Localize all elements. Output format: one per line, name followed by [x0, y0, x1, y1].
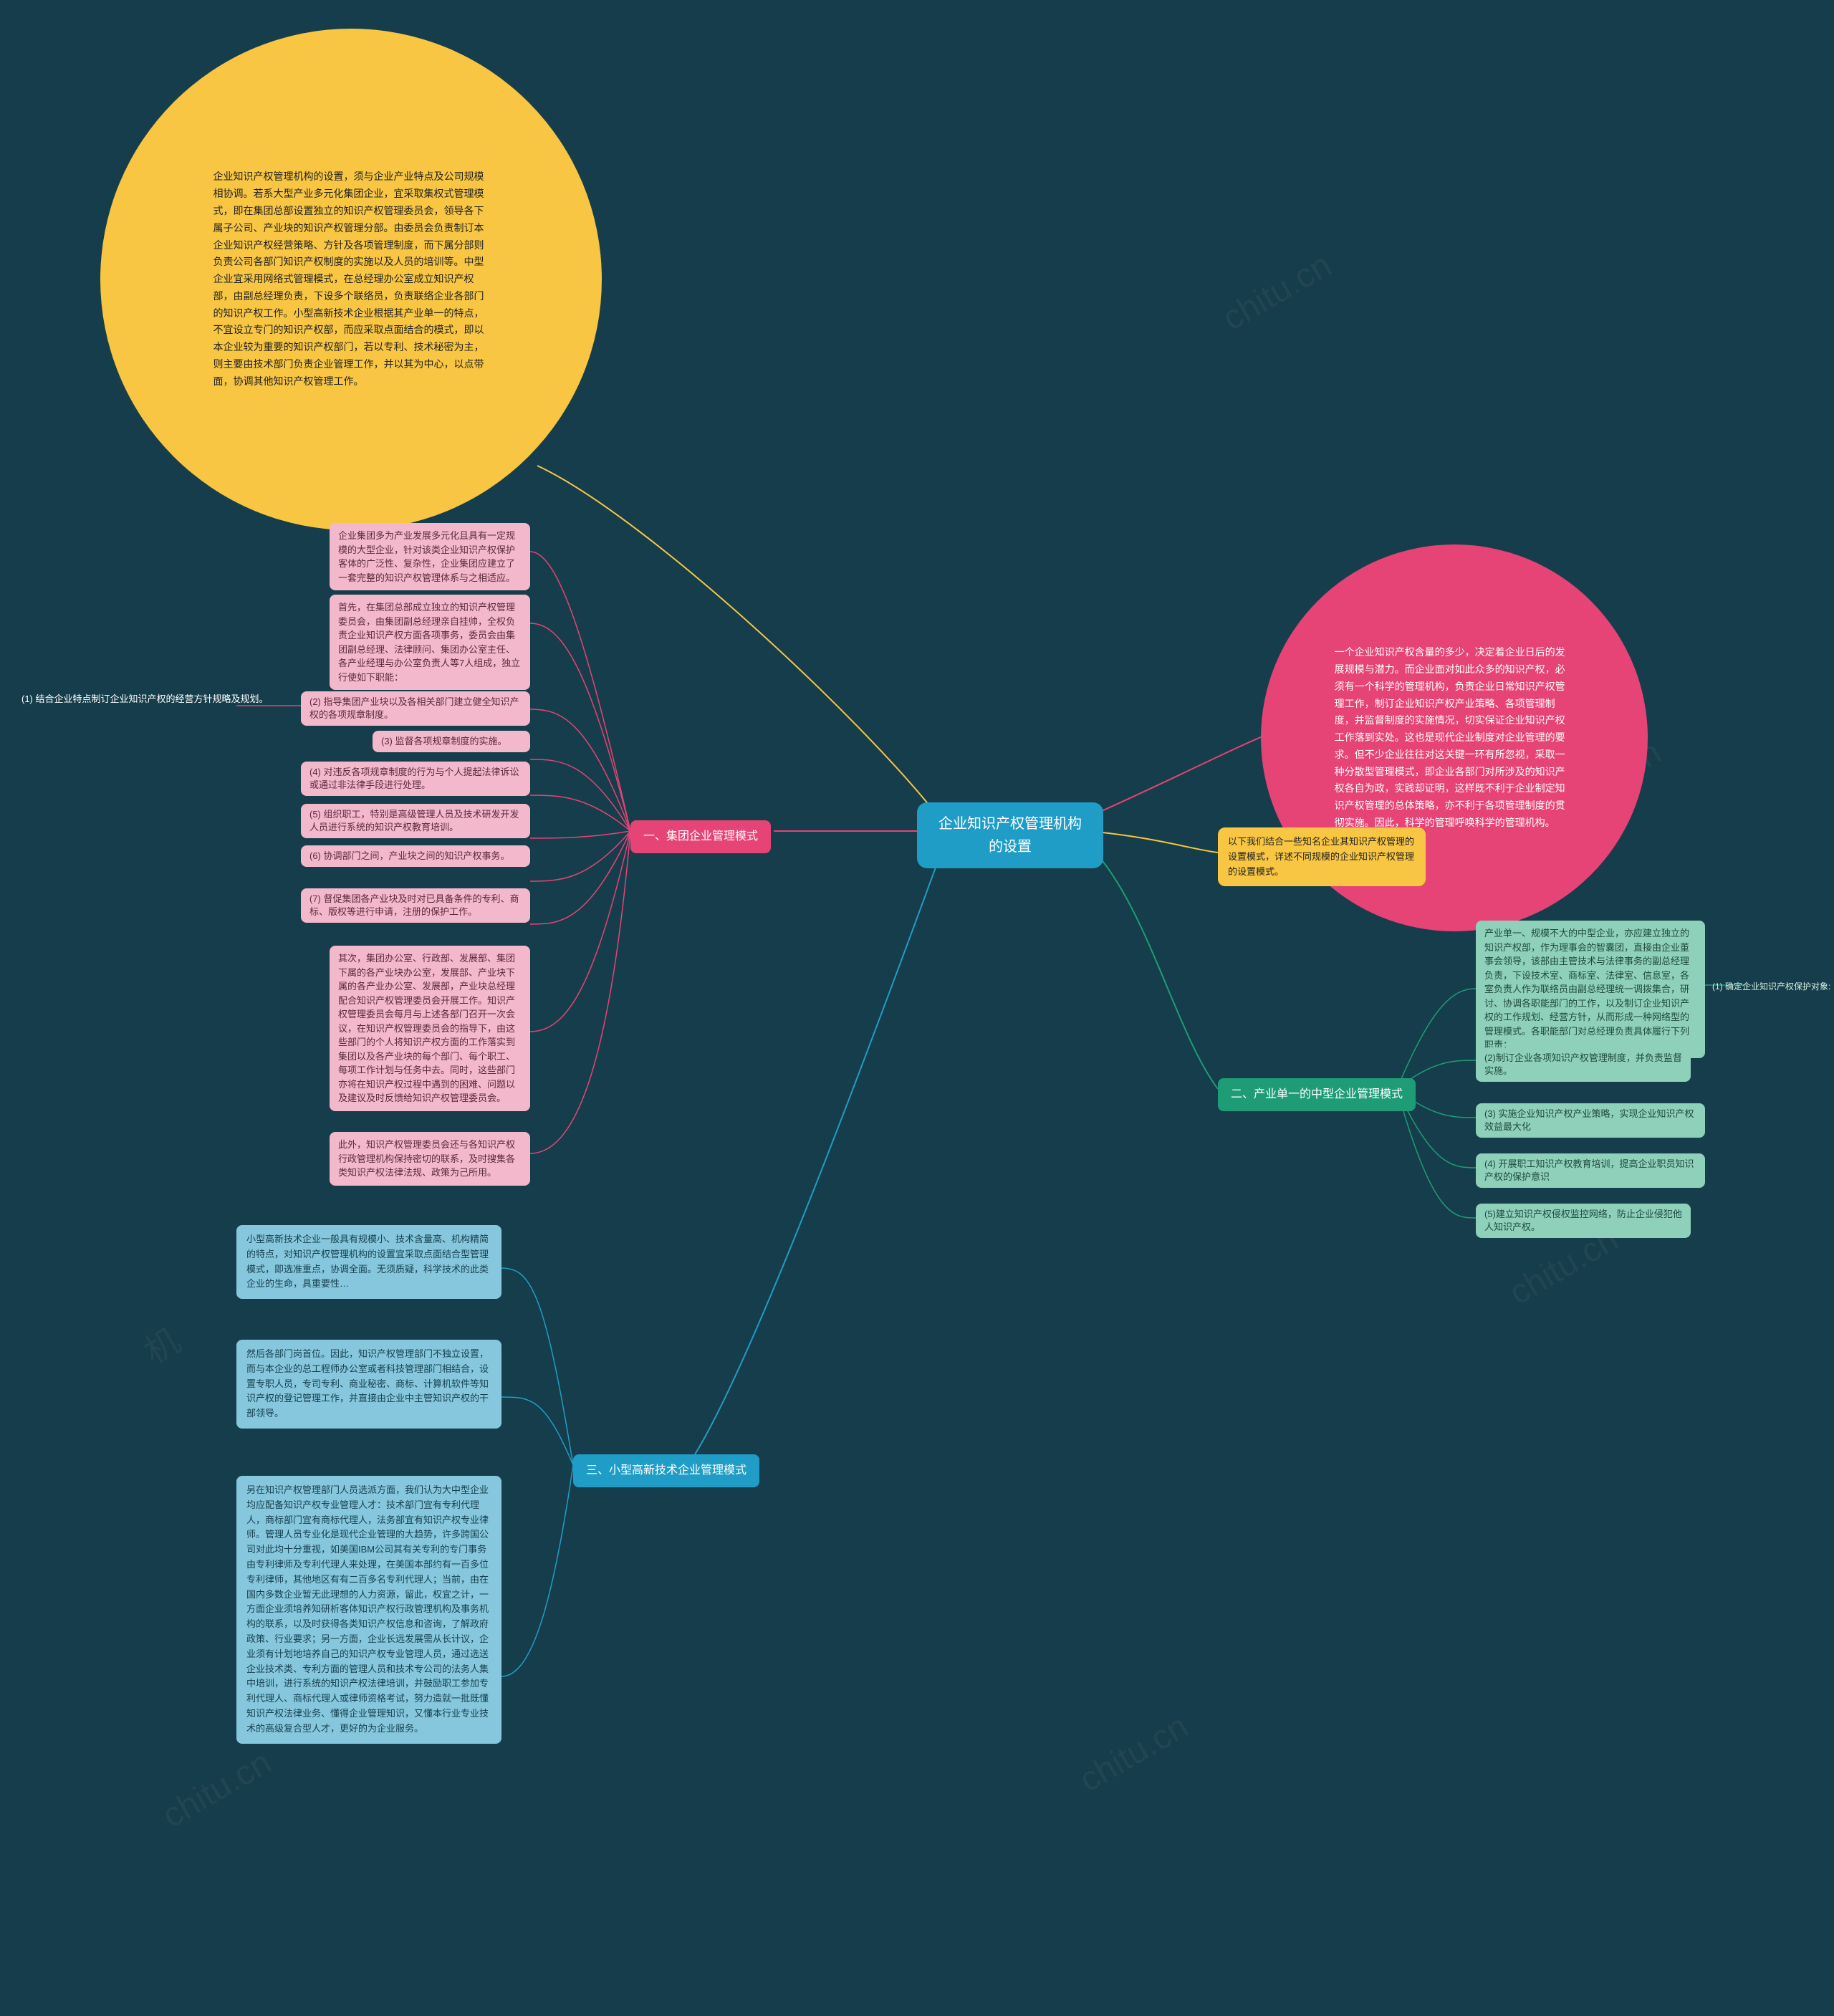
- b1-second: 其次，集团办公室、行政部、发展部、集团下属的各产业块办公室，发展部、产业块下属的…: [330, 946, 530, 1111]
- b1-item6: (7) 督促集团各产业块及时对已具备条件的专利、商标、版权等进行申请，注册的保护…: [301, 888, 530, 923]
- branch1-label[interactable]: 一、集团企业管理模式: [630, 820, 771, 853]
- b1-item5: (6) 协调部门之间，产业块之间的知识产权事务。: [301, 845, 530, 867]
- b2-item1: (3) 实施企业知识产权产业策略，实现企业知识产权效益最大化: [1476, 1103, 1705, 1138]
- overview-circle: 企业知识产权管理机构的设置，须与企业产业特点及公司规模相协调。若系大型产业多元化…: [100, 29, 602, 530]
- b1-item4: (5) 组织职工，特别是高级管理人员及技术研发开发人员进行系统的知识产权教育培训…: [301, 804, 530, 838]
- b3-p3: 另在知识产权管理部门人员选派方面，我们认为大中型企业均应配备知识产权专业管理人才…: [236, 1476, 501, 1744]
- b1-item0-label: (1) 结合企业特点制订企业知识产权的经营方针规略及规划。: [21, 691, 269, 705]
- b2-item0: (2)制订企业各项知识产权管理制度，并负责监督实施。: [1476, 1047, 1691, 1082]
- branch2-label[interactable]: 二、产业单一的中型企业管理模式: [1218, 1078, 1416, 1111]
- b1-item2: (3) 监督各项规章制度的实施。: [373, 731, 530, 752]
- branch3-label[interactable]: 三、小型高新技术企业管理模式: [573, 1454, 759, 1487]
- transition-note: 以下我们结合一些知名企业其知识产权管理的设置模式，详述不同规模的企业知识产权管理…: [1218, 827, 1426, 886]
- b1-first: 首先，在集团总部成立独立的知识产权管理委员会，由集团副总经理亲自挂帅，全权负责企…: [330, 595, 530, 690]
- center-node[interactable]: 企业知识产权管理机构的设置: [917, 802, 1103, 868]
- b3-p1: 小型高新技术企业一般具有规模小、技术含量高、机构精简的特点，对知识产权管理机构的…: [236, 1225, 501, 1299]
- watermark-logo: 机: [133, 1313, 188, 1374]
- center-title: 企业知识产权管理机构的设置: [938, 816, 1082, 855]
- b1-item1: (2) 指导集团产业块以及各相关部门建立健全知识产权的各项规章制度。: [301, 691, 530, 726]
- overview-text: 企业知识产权管理机构的设置，须与企业产业特点及公司规模相协调。若系大型产业多元化…: [213, 168, 489, 390]
- b2-sublabel: (1) 确定企业知识产权保护对象:: [1712, 980, 1830, 992]
- b2-intro: 产业单一、规模不大的中型企业，亦应建立独立的知识产权部，作为理事会的智囊团，直接…: [1476, 921, 1705, 1058]
- b1-third: 此外，知识产权管理委员会还与各知识产权行政管理机构保持密切的联系，及时搜集各类知…: [330, 1132, 530, 1186]
- b2-item3: (5)建立知识产权侵权监控网络，防止企业侵犯他人知识产权。: [1476, 1204, 1691, 1238]
- b3-p2: 然后各部门岗首位。因此，知识产权管理部门不独立设置，而与本企业的总工程师办公室或…: [236, 1340, 501, 1429]
- b1-intro: 企业集团多为产业发展多元化且具有一定规模的大型企业，针对该类企业知识产权保护客体…: [330, 523, 530, 590]
- b1-item3: (4) 对违反各项规章制度的行为与个人提起法律诉讼或通过非法律手段进行处理。: [301, 762, 530, 796]
- rationale-text: 一个企业知识产权含量的多少，决定着企业日后的发展规模与潜力。而企业面对如此众多的…: [1335, 644, 1575, 832]
- b2-item2: (4) 开展职工知识产权教育培训，提高企业职员知识产权的保护意识: [1476, 1153, 1705, 1188]
